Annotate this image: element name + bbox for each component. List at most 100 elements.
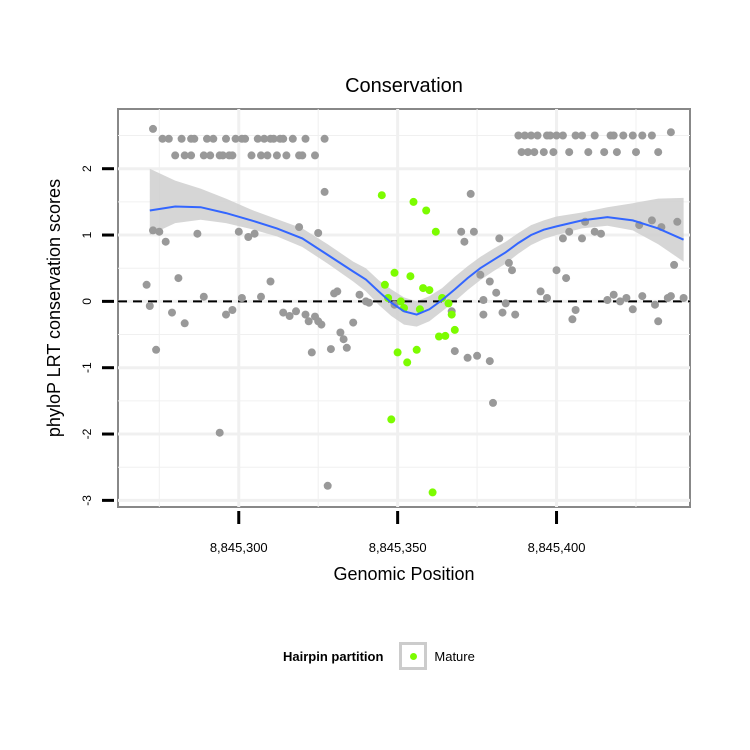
data-point (209, 134, 218, 143)
data-point (463, 353, 472, 362)
data-point (320, 134, 329, 143)
mature-data-point (425, 286, 434, 295)
data-point (479, 310, 488, 319)
data-point (171, 151, 180, 160)
data-point (558, 234, 567, 243)
smooth-line-layer (149, 205, 685, 316)
data-point (336, 328, 345, 337)
data-point (333, 287, 342, 296)
data-point (603, 296, 612, 304)
data-point (266, 277, 275, 286)
data-point (158, 134, 167, 143)
data-point (301, 310, 310, 319)
data-point (597, 229, 605, 238)
data-point (237, 294, 246, 302)
data-point (161, 237, 170, 246)
data-point (508, 266, 516, 275)
mature-data-point (415, 305, 424, 314)
data-point (180, 151, 189, 160)
data-point (517, 148, 526, 157)
data-point (263, 151, 272, 160)
data-point (149, 124, 157, 133)
data-point (523, 148, 532, 157)
data-point (492, 288, 501, 297)
data-point (260, 134, 269, 143)
data-point (145, 302, 154, 310)
data-point (298, 151, 307, 160)
data-point (530, 148, 539, 157)
data-point (622, 294, 631, 302)
data-point (320, 187, 329, 196)
mature-data-point (403, 358, 412, 367)
data-point (222, 134, 230, 143)
data-point (234, 227, 243, 236)
mature-data-point (380, 280, 389, 289)
data-point (571, 131, 580, 140)
data-point (609, 290, 618, 299)
data-point (552, 131, 561, 140)
data-point (168, 308, 176, 317)
data-point (193, 229, 202, 238)
mature-data-point (447, 310, 456, 319)
mature-data-point (438, 294, 447, 302)
data-point (638, 292, 647, 301)
data-point (543, 294, 551, 302)
mature-data-point (450, 325, 459, 334)
data-point (247, 151, 256, 160)
data-point (457, 227, 466, 236)
data-point (295, 223, 304, 232)
data-point (498, 308, 507, 317)
data-point (469, 227, 478, 236)
data-point (514, 131, 523, 140)
y-tick-label: -2 (80, 428, 94, 439)
data-point (257, 151, 265, 160)
data-point (142, 280, 151, 289)
data-point (536, 287, 545, 296)
data-point (647, 131, 656, 140)
data-point (174, 274, 183, 283)
data-point (647, 216, 656, 225)
data-point (666, 292, 675, 301)
data-point (244, 233, 253, 241)
y-axis-label: phyloP LRT conservation scores (44, 179, 64, 437)
x-axis-label: Genomic Position (333, 564, 474, 584)
mature-data-point (441, 331, 450, 340)
data-point (231, 134, 240, 143)
data-point (552, 266, 561, 275)
mature-data-point (431, 227, 440, 236)
data-point (600, 148, 609, 157)
mature-data-point (422, 206, 431, 215)
data-point (152, 345, 161, 354)
data-point (339, 335, 348, 344)
data-point (527, 131, 536, 140)
mature-data-point (435, 332, 443, 341)
data-point (279, 308, 288, 317)
data-point (228, 306, 237, 314)
data-point (317, 320, 326, 329)
data-point (533, 131, 542, 140)
legend-title: Hairpin partition (283, 648, 384, 664)
data-point (304, 317, 313, 326)
data-point (218, 151, 227, 160)
data-point (253, 134, 262, 143)
data-point (628, 131, 637, 140)
y-tick-label: 0 (80, 298, 94, 305)
data-point (164, 134, 173, 143)
data-point (485, 357, 494, 366)
data-point (539, 148, 548, 157)
data-point (670, 260, 679, 269)
data-point (666, 128, 675, 137)
data-point (206, 151, 215, 160)
data-point (314, 229, 323, 237)
data-point (460, 237, 469, 246)
y-tick-label: -3 (80, 495, 94, 506)
data-point (288, 134, 297, 143)
data-point (307, 348, 316, 357)
mature-data-point (419, 284, 428, 293)
data-point (578, 234, 586, 243)
data-point (495, 234, 504, 243)
data-point (511, 310, 520, 319)
data-point (257, 292, 265, 301)
data-point (609, 131, 618, 140)
data-point (272, 151, 281, 160)
